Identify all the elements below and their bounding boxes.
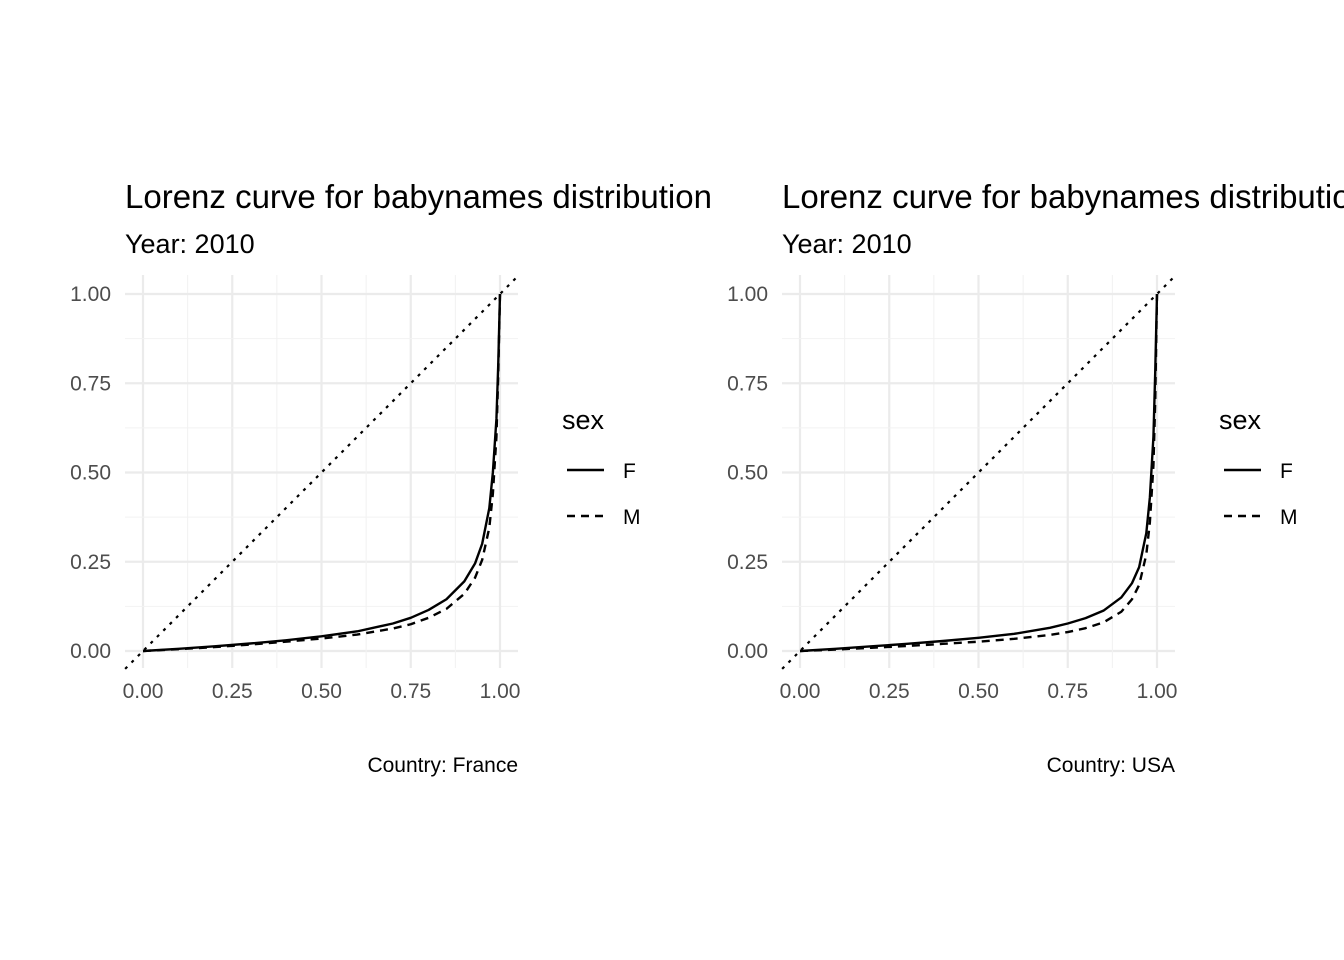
legend-title: sex: [1219, 405, 1262, 435]
chart-panel-france: Lorenz curve for babynames distribution …: [70, 178, 712, 777]
legend-label-m: M: [1280, 506, 1298, 529]
y-tick-label: 0.00: [70, 640, 111, 663]
x-tick-label: 0.50: [301, 680, 342, 703]
y-tick-label: 0.75: [727, 372, 768, 395]
x-tick-label: 0.00: [780, 680, 821, 703]
equality-reference-line: [781, 275, 1176, 670]
equality-reference-line: [124, 275, 519, 670]
legend-label-m: M: [623, 506, 641, 529]
y-tick-label: 1.00: [727, 283, 768, 306]
y-tick-label: 0.50: [70, 462, 111, 485]
chart-title: Lorenz curve for babynames distribution: [125, 178, 712, 215]
y-tick-label: 1.00: [70, 283, 111, 306]
chart-caption: Country: USA: [1047, 754, 1175, 777]
series-line-f: [142, 293, 502, 653]
x-tick-label: 1.00: [480, 680, 521, 703]
chart-caption: Country: France: [367, 754, 518, 777]
x-tick-label: 0.50: [958, 680, 999, 703]
plot-area: 0.00 0.25 0.50 0.75 1.00 0.00 0.25 0.50 0.75 1.00…: [727, 275, 1298, 703]
plot-area: 0.00 0.25 0.50 0.75 1.00 0.00 0.25 0.50 0.75 1.00…: [70, 275, 641, 703]
series-line-m: [799, 293, 1159, 653]
x-tick-label: 0.00: [123, 680, 164, 703]
chart-subtitle: Year: 2010: [125, 229, 255, 259]
legend-label-f: F: [1280, 460, 1293, 483]
y-tick-label: 0.25: [727, 551, 768, 574]
y-tick-label: 0.25: [70, 551, 111, 574]
chart-panel-usa: Lorenz curve for babynames distribution …: [727, 178, 1344, 777]
y-tick-label: 0.75: [70, 372, 111, 395]
y-tick-label: 0.00: [727, 640, 768, 663]
x-tick-label: 0.75: [1047, 680, 1088, 703]
chart-title: Lorenz curve for babynames distribution: [782, 178, 1344, 215]
series-line-m: [142, 293, 502, 653]
x-tick-label: 1.00: [1137, 680, 1178, 703]
x-tick-label: 0.25: [212, 680, 253, 703]
x-tick-label: 0.25: [869, 680, 910, 703]
y-tick-label: 0.50: [727, 462, 768, 485]
legend-label-f: F: [623, 460, 636, 483]
series-line-f: [799, 293, 1159, 653]
chart-subtitle: Year: 2010: [782, 229, 912, 259]
x-tick-label: 0.75: [390, 680, 431, 703]
legend-title: sex: [562, 405, 605, 435]
